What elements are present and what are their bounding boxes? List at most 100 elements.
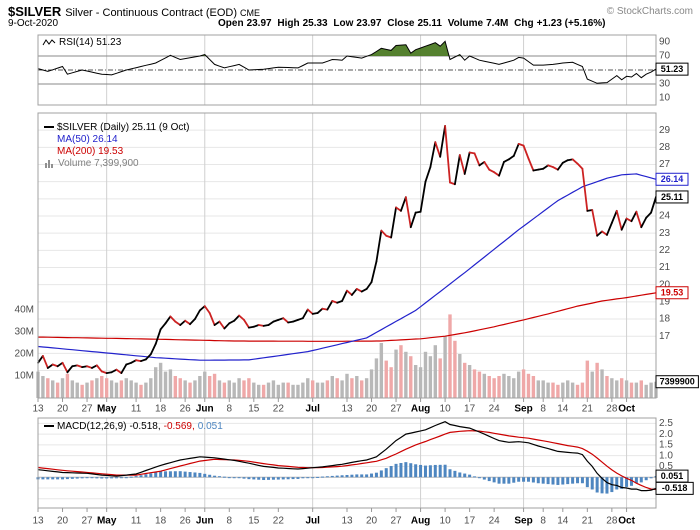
- x-axis-label: 20: [57, 404, 69, 415]
- x-axis-label: 13: [32, 516, 44, 527]
- x-axis-label: 27: [81, 516, 93, 527]
- x-axis-label: May: [97, 404, 117, 415]
- price-axis-label: 21: [659, 262, 671, 273]
- open-value: 23.97: [246, 18, 272, 29]
- x-axis-label: 18: [155, 404, 167, 415]
- x-axis-label: Jun: [196, 516, 214, 527]
- open-label: Open: [218, 18, 244, 29]
- price-axis-label: 19: [659, 296, 671, 307]
- last-value-label: 19.53: [661, 288, 684, 298]
- price-legend-label: $SILVER (Daily) 25.11 (9 Oct): [57, 122, 190, 133]
- x-axis-label: May: [97, 516, 117, 527]
- x-axis-label: 22: [273, 404, 285, 415]
- price-axis-label: 22: [659, 245, 671, 256]
- volume-axis-label: 10M: [15, 371, 34, 382]
- x-axis-label: 21: [582, 516, 594, 527]
- last-value-label: 25.11: [661, 192, 683, 202]
- x-axis-label: 15: [248, 404, 260, 415]
- x-axis-label: 22: [273, 516, 285, 527]
- x-axis-label: Oct: [618, 404, 635, 415]
- volume-legend-row: Volume 7,399,900: [44, 158, 189, 169]
- volume-bars: [36, 314, 658, 398]
- x-axis-label: 20: [57, 516, 69, 527]
- stockcharts-copyright-link[interactable]: © StockCharts.com: [606, 6, 693, 17]
- last-value-box: [655, 172, 689, 186]
- x-axis-label: 13: [32, 404, 44, 415]
- x-axis-bottom: 13 20 27 May 11 18 26 Jun 8 15 22 Jul 13 20 27 Aug 10 17 2…: [32, 508, 636, 527]
- last-value-label: 0.051: [661, 471, 684, 481]
- macd-line-swatch: [44, 425, 54, 428]
- x-axis-label: Aug: [411, 516, 430, 527]
- macd-signal-line: [37, 430, 657, 491]
- x-axis-middle: 13 20 27 May 11 18 26 Jun 8 15 22 Jul 13 20 27 Aug 10 17 2…: [32, 398, 636, 415]
- price-axis-label: 29: [659, 125, 671, 136]
- volume-value: 7.4M: [486, 18, 509, 29]
- x-axis-label: 18: [155, 516, 167, 527]
- macd-axis-label: 0.5: [659, 461, 673, 472]
- volume-label: Volume: [447, 18, 484, 29]
- last-value-box: [655, 481, 694, 495]
- x-axis-label: 10: [440, 404, 452, 415]
- macd-axis-label: 1.0: [659, 450, 673, 461]
- last-value-box: [655, 190, 689, 204]
- macd-signal-value: -0.569,: [163, 421, 195, 432]
- close-label: Close: [387, 18, 415, 29]
- x-axis-label: 17: [464, 404, 476, 415]
- price-line: [37, 124, 657, 375]
- ma50-legend-label: MA(50) 26.14: [57, 134, 118, 145]
- macd-axis-label: 1.5: [659, 440, 673, 451]
- last-value-label: 26.14: [661, 174, 684, 184]
- x-axis-label: 24: [489, 516, 501, 527]
- price-axis-label: 28: [659, 142, 671, 153]
- x-axis-label: 11: [131, 404, 142, 415]
- macd-axis-label: 2.0: [659, 429, 673, 440]
- macd-hist-value: 0.051: [197, 421, 223, 432]
- rsi-legend: RSI(14) 51.23: [42, 37, 121, 48]
- x-axis-label: 20: [366, 404, 378, 415]
- x-axis-label: 13: [341, 516, 353, 527]
- last-value-box: [655, 375, 699, 389]
- symbol-description: Silver - Continuous Contract (EOD): [65, 7, 237, 19]
- chart-date: 9-Oct-2020: [8, 18, 59, 29]
- last-value-label: 51.23: [661, 64, 684, 74]
- rsi-panel: 90 70 30 10 51.23: [37, 34, 689, 106]
- macd-legend: MACD(12,26,9) -0.518, -0.569, 0.051: [44, 421, 226, 432]
- volume-legend-label: Volume 7,399,900: [58, 158, 139, 169]
- exchange-label: CME: [240, 8, 260, 18]
- x-axis-label: 14: [557, 404, 569, 415]
- macd-line-value: -0.518,: [129, 421, 161, 432]
- macd-legend-label: MACD(12,26,9): [57, 421, 127, 432]
- high-value: 25.33: [302, 18, 328, 29]
- x-axis-label: Aug: [411, 404, 430, 415]
- x-axis-label: Jun: [196, 404, 214, 415]
- rsi-legend-label: RSI(14) 51.23: [59, 37, 122, 48]
- low-value: 23.97: [356, 18, 382, 29]
- x-axis-label: 11: [131, 516, 142, 527]
- ma200-line: [38, 292, 657, 342]
- date-quote-row: 9-Oct-2020 Open 23.97 High 25.33 Low 23.97 …: [8, 18, 696, 29]
- ma200-legend-label: MA(200) 19.53: [57, 146, 124, 157]
- last-value-box: [655, 286, 689, 300]
- rsi-line: [37, 40, 657, 84]
- rsi-overbought-fill: [38, 41, 656, 56]
- macd-axis-label: 2.5: [659, 418, 673, 429]
- volume-bars-icon: [45, 159, 53, 168]
- close-value: 25.11: [417, 18, 442, 29]
- x-axis-label: 20: [366, 516, 378, 527]
- last-value-label: 7399900: [660, 377, 695, 387]
- ma50-line: [37, 173, 657, 361]
- price-axis-label: 17: [659, 331, 671, 342]
- volume-axis-label: 20M: [15, 349, 34, 360]
- x-axis-label: 24: [489, 404, 501, 415]
- chart-header: $SILVER Silver - Continuous Contract (EOD…: [8, 3, 260, 21]
- x-axis-label: Oct: [618, 516, 635, 527]
- ma50-legend-row: MA(50) 26.14: [57, 134, 189, 145]
- last-value-label: -0.518: [662, 483, 688, 493]
- quote-line: Open 23.97 High 25.33 Low 23.97 Close 25.11 …: [218, 18, 609, 29]
- x-axis-label: 15: [248, 516, 260, 527]
- x-axis-label: Jul: [305, 404, 320, 415]
- price-line-swatch: [44, 126, 54, 129]
- x-axis-label: 8: [227, 404, 233, 415]
- rsi-axis-label: 90: [659, 37, 671, 48]
